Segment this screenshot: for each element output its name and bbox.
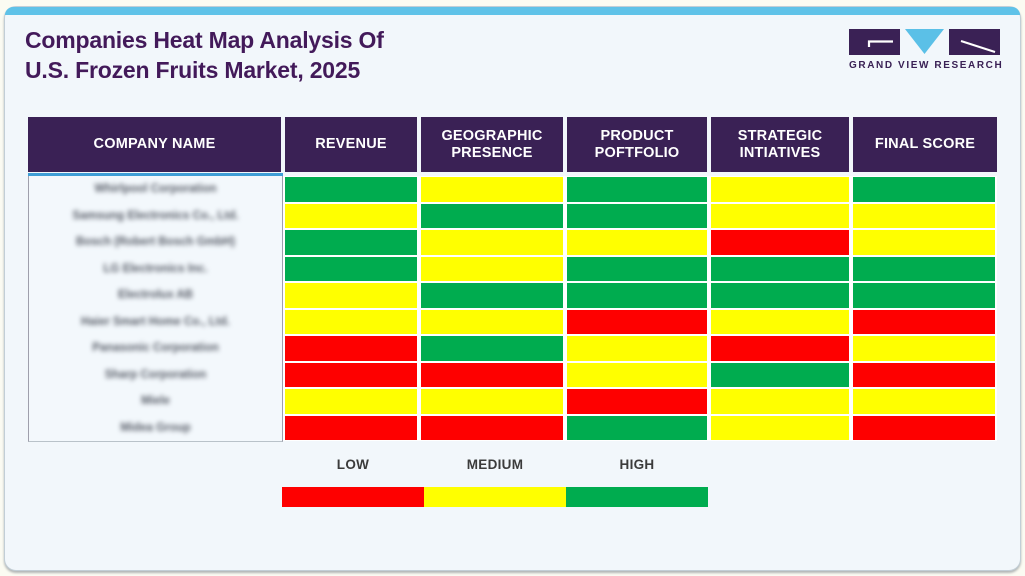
heat-cell-medium [709, 308, 851, 335]
page-title-line1: Companies Heat Map Analysis Of [25, 27, 384, 53]
heat-cell-high [565, 282, 709, 309]
heat-cell-medium [709, 414, 851, 441]
heat-cell-high [419, 335, 565, 362]
heat-cell-medium [709, 388, 851, 415]
heat-cell-low [709, 229, 851, 256]
legend-swatch-low [282, 487, 424, 507]
heat-cell-low [283, 414, 419, 441]
heat-cell-medium [709, 176, 851, 203]
report-card: Companies Heat Map Analysis Of U.S. Froz… [4, 6, 1021, 571]
legend-label-medium: MEDIUM [466, 457, 524, 472]
heat-cell-high [419, 202, 565, 229]
heat-cell-low [283, 335, 419, 362]
page-title-line2: U.S. Frozen Fruits Market, 2025 [25, 57, 361, 83]
gvr-logo: GRAND VIEW RESEARCH [849, 28, 1002, 71]
heat-cell-low [419, 414, 565, 441]
table-row: Bosch (Robert Bosch GmbH) [28, 229, 997, 258]
heat-cell-high [709, 282, 851, 309]
heat-cell-high [709, 361, 851, 388]
heat-cell-medium [851, 202, 997, 229]
company-name-cell: Electrolux AB [28, 282, 283, 311]
heat-cell-high [851, 282, 997, 309]
column-header: STRATEGIC INTIATIVES [709, 117, 851, 172]
heat-cell-medium [419, 176, 565, 203]
heat-cell-high [565, 202, 709, 229]
heat-cell-medium [419, 229, 565, 256]
heat-cell-high [565, 414, 709, 441]
heat-cell-high [565, 255, 709, 282]
table-row: Panasonic Corporation [28, 335, 997, 364]
company-name-cell: Panasonic Corporation [28, 335, 283, 364]
column-header: GEOGRAPHIC PRESENCE [419, 117, 565, 172]
heat-cell-medium [419, 255, 565, 282]
table-row: Electrolux AB [28, 282, 997, 311]
heat-cell-low [709, 335, 851, 362]
heat-cell-high [283, 255, 419, 282]
heat-cell-medium [419, 308, 565, 335]
heat-cell-medium [565, 229, 709, 256]
column-header: COMPANY NAME [28, 117, 283, 172]
heat-cell-low [419, 361, 565, 388]
heat-cell-medium [283, 202, 419, 229]
table-row: Miele [28, 388, 997, 417]
table-row: Midea Group [28, 414, 997, 442]
heat-cell-low [565, 308, 709, 335]
legend-swatch-medium [424, 487, 566, 507]
heat-cell-medium [709, 202, 851, 229]
heat-cell-low [283, 361, 419, 388]
gvr-logo-icon [849, 29, 1000, 55]
company-name-cell: Whirlpool Corporation [28, 176, 283, 205]
heat-cell-low [565, 388, 709, 415]
company-name-cell: LG Electronics Inc. [28, 255, 283, 284]
heat-cell-medium [851, 335, 997, 362]
company-name-cell: Miele [28, 388, 283, 417]
table-row: Samsung Electronics Co., Ltd. [28, 202, 997, 231]
heat-cell-medium [419, 388, 565, 415]
heat-cell-low [851, 361, 997, 388]
column-header: FINAL SCORE [851, 117, 997, 172]
heat-cell-low [851, 308, 997, 335]
table-row: Sharp Corporation [28, 361, 997, 390]
legend-labels: LOW MEDIUM HIGH [282, 457, 708, 472]
company-column-accent-rule [28, 173, 283, 176]
table-row: Whirlpool Corporation [28, 176, 997, 205]
heat-cell-high [419, 282, 565, 309]
company-name-cell: Midea Group [28, 414, 283, 442]
top-accent-bar [5, 7, 1020, 15]
column-header: REVENUE [283, 117, 419, 172]
heat-cell-high [851, 255, 997, 282]
heatmap-table: COMPANY NAME REVENUE GEOGRAPHIC PRESENCE PR… [28, 117, 997, 442]
gvr-logo-text: GRAND VIEW RESEARCH [849, 60, 1004, 71]
legend-swatch-high [566, 487, 708, 507]
legend-label-high: HIGH [619, 457, 655, 472]
company-name-cell: Samsung Electronics Co., Ltd. [28, 202, 283, 231]
heat-cell-high [283, 229, 419, 256]
table-row: Haier Smart Home Co., Ltd. [28, 308, 997, 337]
legend-label-low: LOW [336, 457, 370, 472]
table-body: Whirlpool Corporation Samsung Electronics… [28, 176, 997, 442]
page-title: Companies Heat Map Analysis Of U.S. Froz… [25, 25, 384, 85]
company-name-cell: Haier Smart Home Co., Ltd. [28, 308, 283, 337]
heat-cell-medium [283, 388, 419, 415]
heat-cell-high [709, 255, 851, 282]
heat-cell-low [851, 414, 997, 441]
heat-cell-medium [283, 308, 419, 335]
table-header-row: COMPANY NAME REVENUE GEOGRAPHIC PRESENCE PR… [28, 117, 997, 172]
legend-bar [282, 487, 708, 507]
heat-cell-high [851, 176, 997, 203]
company-name-cell: Bosch (Robert Bosch GmbH) [28, 229, 283, 258]
column-header: PRODUCT POFTFOLIO [565, 117, 709, 172]
heat-cell-medium [851, 229, 997, 256]
heat-cell-medium [565, 335, 709, 362]
heat-cell-high [565, 176, 709, 203]
table-row: LG Electronics Inc. [28, 255, 997, 284]
heat-cell-high [283, 176, 419, 203]
heat-cell-medium [851, 388, 997, 415]
company-name-cell: Sharp Corporation [28, 361, 283, 390]
heat-cell-medium [283, 282, 419, 309]
heat-cell-medium [565, 361, 709, 388]
